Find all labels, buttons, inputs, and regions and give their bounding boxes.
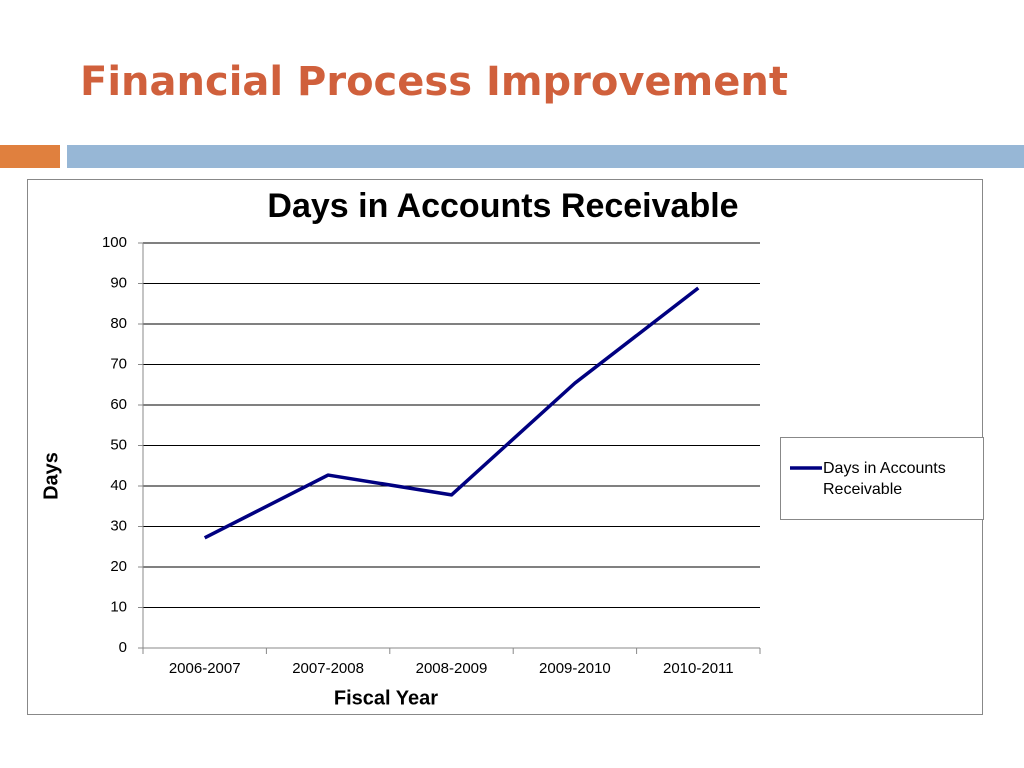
y-tick-label: 100 [102, 234, 127, 251]
y-tick-label: 90 [110, 274, 127, 291]
slide-title: Financial Process Improvement [80, 59, 788, 105]
y-tick-label: 50 [110, 436, 127, 453]
legend-label: Days in Accounts Receivable [823, 460, 946, 498]
y-tick-label: 60 [110, 396, 127, 413]
x-tick-label: 2006-2007 [169, 660, 241, 677]
x-tick-label: 2010-2011 [663, 660, 734, 677]
y-axis-label: Days [40, 452, 62, 500]
x-tick-label: 2007-2008 [292, 660, 364, 677]
x-tick-label: 2009-2010 [539, 660, 611, 677]
accent-bar [0, 145, 60, 168]
accent-bar [67, 145, 1024, 168]
y-tick-label: 40 [110, 477, 127, 494]
x-tick-label: 2008-2009 [416, 660, 488, 677]
x-axis-label: Fiscal Year [334, 687, 438, 709]
y-tick-label: 20 [110, 558, 127, 575]
y-tick-label: 0 [119, 639, 127, 656]
y-tick-label: 80 [110, 315, 127, 332]
chart-title: Days in Accounts Receivable [267, 187, 738, 225]
y-tick-label: 70 [110, 355, 127, 372]
data-line [203, 286, 700, 540]
y-tick-label: 30 [110, 517, 127, 534]
legend-box [780, 437, 984, 520]
y-tick-label: 10 [110, 598, 127, 615]
